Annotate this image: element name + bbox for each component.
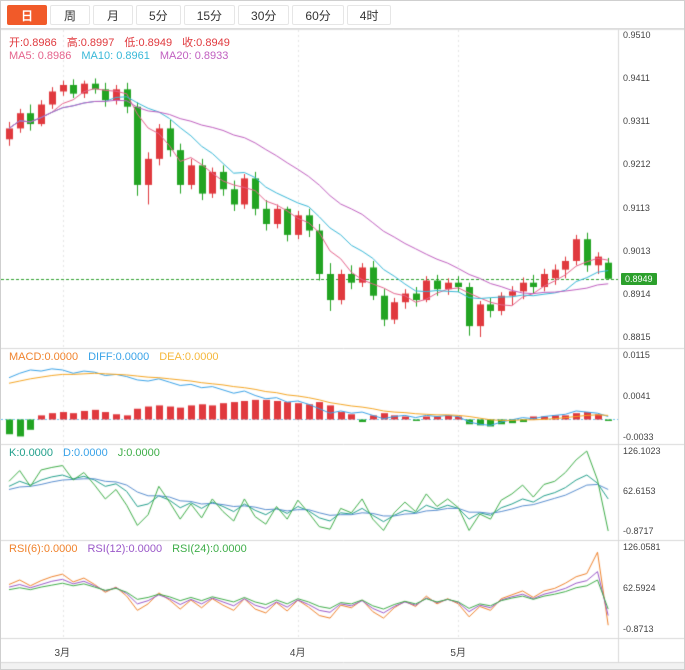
ohlc-row: 开:0.8986 高:0.8997 低:0.8949 收:0.8949 — [9, 34, 240, 50]
kdj-y-axis-label: 62.6153 — [623, 486, 656, 496]
main-y-axis-label: 0.8815 — [623, 332, 651, 342]
period-tab-7[interactable]: 60分 — [292, 4, 344, 25]
x-axis-month-label: 4月 — [289, 648, 306, 659]
rsi-y-axis-label: 62.5924 — [623, 583, 656, 593]
rsi6-label: RSI(6):0.0000 — [9, 543, 78, 555]
period-tab-5[interactable]: 15分 — [183, 4, 236, 25]
period-toolbar: 日周月 5分 15分 30分 60分 4时 — [1, 1, 684, 29]
kdj-y-axis-label: 126.1023 — [623, 446, 661, 456]
x-axis-month-label: 3月 — [54, 648, 71, 659]
kdj-header-row: K:0.0000 D:0.0000 J:0.0000 — [9, 447, 170, 459]
j-label: J:0.0000 — [117, 447, 160, 459]
period-tab-4[interactable]: 5分 — [136, 4, 181, 25]
macd-label: MACD:0.0000 — [9, 351, 79, 363]
rsi24-label: RSI(24):0.0000 — [172, 543, 247, 555]
ma20-label: MA20: 0.8933 — [159, 50, 229, 62]
main-y-axis-label: 0.8914 — [623, 288, 651, 299]
low-value: 低:0.8949 — [124, 37, 173, 49]
diff-label: DIFF:0.0000 — [88, 351, 150, 363]
close-value: 收:0.8949 — [182, 37, 230, 49]
ma10-label: MA10: 0.8961 — [81, 50, 150, 62]
x-axis-month-label: 5月 — [450, 648, 466, 659]
main-y-axis-label: 0.9411 — [623, 73, 650, 84]
period-tab-8[interactable]: 4时 — [346, 4, 392, 25]
open-value: 开:0.8986 — [9, 37, 57, 49]
period-tab-6[interactable]: 30分 — [238, 4, 290, 25]
macd-y-axis-label: 0.0115 — [623, 350, 650, 360]
period-tab-1[interactable]: 日 — [7, 4, 47, 25]
d-label: D:0.0000 — [63, 447, 108, 459]
main-y-axis-label: 0.9013 — [623, 245, 651, 256]
current-price-tag: 0.8949 — [621, 273, 657, 285]
high-value: 高:0.8997 — [66, 37, 115, 49]
ma5-label: MA5: 0.8986 — [9, 50, 72, 62]
rsi12-label: RSI(12):0.0000 — [87, 543, 163, 555]
main-y-axis-label: 0.9212 — [623, 159, 651, 170]
main-y-axis-label: 0.9311 — [623, 116, 650, 127]
ma-row: MA5: 0.8986 MA10: 0.8961 MA20: 0.8933 — [9, 50, 238, 62]
period-tab-3[interactable]: 月 — [93, 4, 133, 25]
rsi-y-axis-label: -0.8713 — [623, 624, 654, 634]
main-y-axis-label: 0.9113 — [623, 202, 650, 213]
main-y-axis-label: 0.9510 — [623, 30, 651, 40]
rsi-header-row: RSI(6):0.0000 RSI(12):0.0000 RSI(24):0.000… — [9, 543, 257, 555]
dea-label: DEA:0.0000 — [159, 351, 219, 363]
kdj-y-axis-label: -0.8717 — [623, 526, 654, 536]
k-label: K:0.0000 — [9, 447, 54, 459]
macd-header-row: MACD:0.0000 DIFF:0.0000 DEA:0.0000 — [9, 351, 229, 363]
rsi-y-axis-label: 126.0581 — [623, 542, 661, 552]
macd-y-axis-label: 0.0041 — [623, 391, 651, 401]
macd-y-axis-label: -0.0033 — [623, 432, 654, 442]
period-tab-2[interactable]: 周 — [50, 4, 90, 25]
